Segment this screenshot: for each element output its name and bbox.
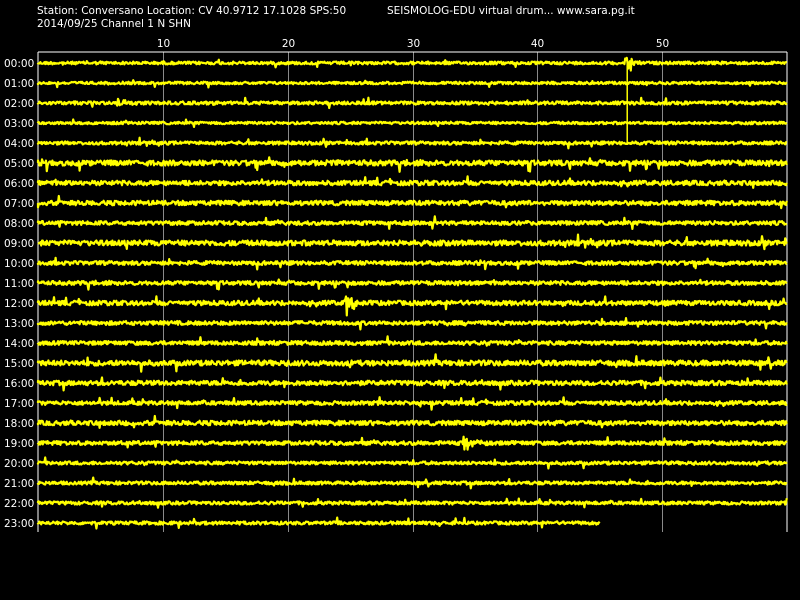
row-label: 14:00 xyxy=(4,338,34,350)
trace-row xyxy=(36,497,788,509)
trace-row xyxy=(36,79,788,89)
row-label: 03:00 xyxy=(4,118,34,130)
trace-row xyxy=(36,156,788,173)
row-label: 09:00 xyxy=(4,238,34,250)
trace-row xyxy=(36,476,788,490)
row-label: 15:00 xyxy=(4,358,34,370)
row-label: 08:00 xyxy=(4,218,34,230)
row-label: 07:00 xyxy=(4,198,34,210)
trace-row xyxy=(36,456,788,470)
row-label: 01:00 xyxy=(4,78,34,90)
drum-title: SEISMOLOG-EDU virtual drum... www.sara.p… xyxy=(387,5,635,17)
trace-row xyxy=(36,435,788,451)
x-tick-label: 10 xyxy=(157,38,170,50)
trace-row xyxy=(36,516,601,530)
row-label: 23:00 xyxy=(4,518,34,530)
trace-row xyxy=(37,233,788,251)
row-time-labels: 00:00 01:00 02:00 03:00 04:00 05:00 06:00 07:00… xyxy=(4,58,34,530)
x-tick-labels: 10 20 30 40 50 xyxy=(157,38,669,50)
row-label: 18:00 xyxy=(4,418,34,430)
row-label: 00:00 xyxy=(4,58,34,70)
seismic-traces xyxy=(36,56,788,530)
row-label: 16:00 xyxy=(4,378,34,390)
trace-row xyxy=(36,256,788,271)
x-tick-label: 20 xyxy=(282,38,295,50)
trace-row xyxy=(36,414,788,429)
x-tick-label: 50 xyxy=(656,38,669,50)
row-label: 02:00 xyxy=(4,98,34,110)
row-label: 21:00 xyxy=(4,478,34,490)
trace-row xyxy=(36,194,788,210)
row-label: 19:00 xyxy=(4,438,34,450)
row-label: 10:00 xyxy=(4,258,34,270)
row-label: 11:00 xyxy=(4,278,34,290)
trace-row xyxy=(36,136,788,150)
row-label: 17:00 xyxy=(4,398,34,410)
trace-row xyxy=(36,215,788,230)
trace-row xyxy=(36,335,788,347)
trace-row xyxy=(36,317,788,331)
station-info-text: Station: Conversano Location: CV 40.9712… xyxy=(37,5,347,17)
trace-row xyxy=(36,118,788,128)
trace-row xyxy=(36,278,788,291)
trace-row xyxy=(36,396,788,411)
row-label: 12:00 xyxy=(4,298,34,310)
x-tick-label: 40 xyxy=(531,38,544,50)
row-label: 22:00 xyxy=(4,498,34,510)
trace-row xyxy=(36,295,788,317)
gridlines xyxy=(163,52,663,532)
date-channel-text: 2014/09/25 Channel 1 N SHN xyxy=(37,18,191,30)
row-label: 05:00 xyxy=(4,158,34,170)
row-label: 04:00 xyxy=(4,138,34,150)
row-label: 20:00 xyxy=(4,458,34,470)
row-label: 13:00 xyxy=(4,318,34,330)
row-label: 06:00 xyxy=(4,178,34,190)
trace-row xyxy=(36,376,788,392)
plot-frame xyxy=(37,51,788,532)
trace-row xyxy=(36,56,788,72)
header: Station: Conversano Location: CV 40.9712… xyxy=(0,0,800,34)
x-tick-label: 30 xyxy=(407,38,420,50)
trace-row xyxy=(36,175,788,189)
trace-row xyxy=(36,353,788,373)
trace-row xyxy=(36,96,788,110)
